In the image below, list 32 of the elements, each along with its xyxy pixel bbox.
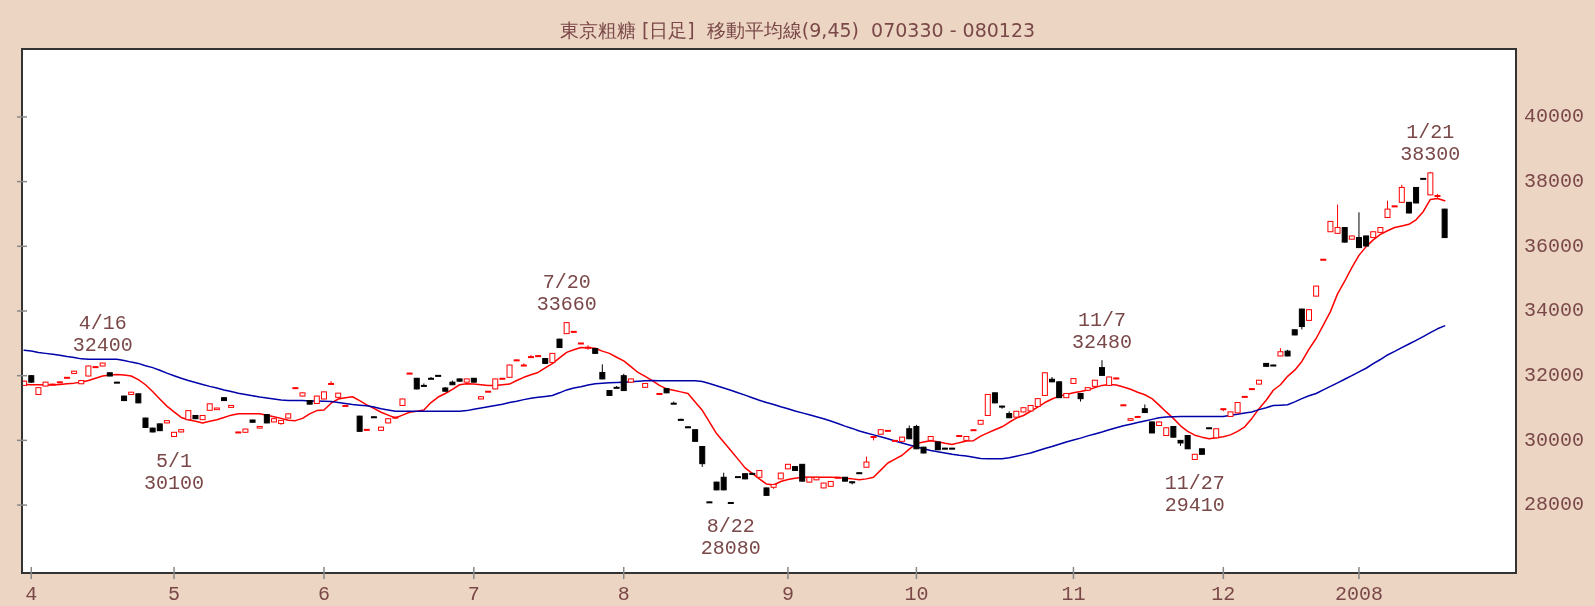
x-tick-label: 12 [1211,583,1236,606]
chart-title: 東京粗糖 [日足] 移動平均線(9,45) 070330 - 080123 [559,19,1036,41]
candlestick [1041,371,1048,397]
candlestick [428,376,435,380]
annotation: 11/7 32480 [1071,309,1132,355]
annotation: 7/20 33660 [536,271,597,316]
x-tick-label: 9 [781,583,794,606]
annotation: 1/21 38300 [1400,120,1461,166]
y-tick-label: 28000 [1524,493,1585,517]
x-tick-label: 8 [617,583,630,606]
annotation: 5/1 30100 [144,450,205,496]
x-tick-label: 10 [904,583,929,606]
x-tick-label: 2008 [1334,583,1383,606]
y-tick-label: 40000 [1524,105,1585,129]
candlestick [699,445,706,468]
annotation: 4/16 32400 [72,311,133,357]
candlestick [1298,308,1305,330]
y-tick-label: 38000 [1524,169,1585,193]
candlestick [328,380,335,385]
x-tick-label: 4 [25,583,38,606]
x-tick-label: 5 [168,583,181,606]
candlestick [585,344,592,351]
y-tick-label: 36000 [1524,234,1585,258]
y-tick-label: 30000 [1524,428,1585,452]
y-tick-label: 34000 [1524,299,1585,323]
y-tick-label: 32000 [1524,363,1585,387]
x-tick-label: 11 [1061,583,1086,606]
candlestick [984,393,991,416]
annotation: 11/27 29410 [1164,472,1225,518]
annotation: 8/22 28080 [700,515,761,561]
x-tick-label: 7 [467,583,480,606]
x-tick-label: 6 [317,583,330,606]
